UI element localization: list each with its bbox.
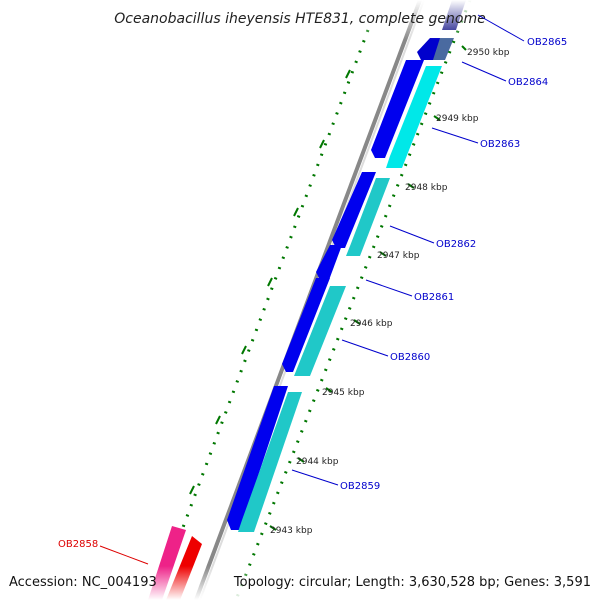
gene-label-ob2860[interactable]: OB2860 — [390, 352, 430, 363]
forward-strand-genes — [238, 38, 454, 532]
tick-label: 2947 kbp — [377, 251, 420, 261]
tick-label: 2944 kbp — [296, 457, 339, 467]
tick-label: 2946 kbp — [350, 319, 393, 329]
tick-label: 2949 kbp — [436, 114, 479, 124]
tick-label: 2950 kbp — [467, 48, 510, 58]
map-title: Oceanobacillus iheyensis HTE831, complet… — [114, 11, 485, 27]
tick-label: 2943 kbp — [270, 526, 313, 536]
tick-labels: 2943 kbp 2944 kbp 2945 kbp 2946 kbp 2947… — [270, 48, 510, 536]
bottom-fade — [0, 566, 600, 600]
summary-text: Topology: circular; Length: 3,630,528 bp… — [233, 575, 591, 590]
gene-label-ob2858[interactable]: OB2858 — [58, 539, 98, 550]
gene-labels: OB2865 OB2864 OB2863 OB2862 OB2861 OB286… — [340, 37, 567, 492]
top-fade — [0, 0, 600, 40]
gene-label-ob2864[interactable]: OB2864 — [508, 77, 548, 88]
gene-ob2863r-shape — [371, 60, 424, 158]
gene-ob2862-shape — [346, 178, 390, 256]
gene-ob2864-shape — [433, 38, 454, 60]
gene-ob2860r-shape — [282, 278, 330, 372]
gene-leader-line-ob2858 — [99, 545, 149, 565]
gene-ob2860-shape — [294, 286, 346, 376]
tick-label: 2948 kbp — [405, 183, 448, 193]
gene-label-ob2862[interactable]: OB2862 — [436, 239, 476, 250]
gene-leader-lines — [291, 14, 525, 486]
tick-label: 2945 kbp — [322, 388, 365, 398]
gene-label-ob2863[interactable]: OB2863 — [480, 139, 520, 150]
gene-ob2859r-shape — [227, 386, 288, 530]
gene-label-ob2865[interactable]: OB2865 — [527, 37, 567, 48]
gene-label-ob2861[interactable]: OB2861 — [414, 292, 454, 303]
gene-ob2863-shape — [386, 66, 442, 168]
gene-label-ob2859[interactable]: OB2859 — [340, 481, 380, 492]
gene-ob2861-shape — [316, 245, 342, 280]
accession-text: Accession: NC_004193 — [9, 575, 157, 590]
gene-ob2859-shape — [238, 392, 302, 532]
outer-tick-ring — [154, 29, 370, 600]
gene-ob2862r-shape — [332, 172, 376, 248]
outer-major-ticks — [189, 69, 351, 495]
inner-major-ticks — [269, 45, 467, 531]
